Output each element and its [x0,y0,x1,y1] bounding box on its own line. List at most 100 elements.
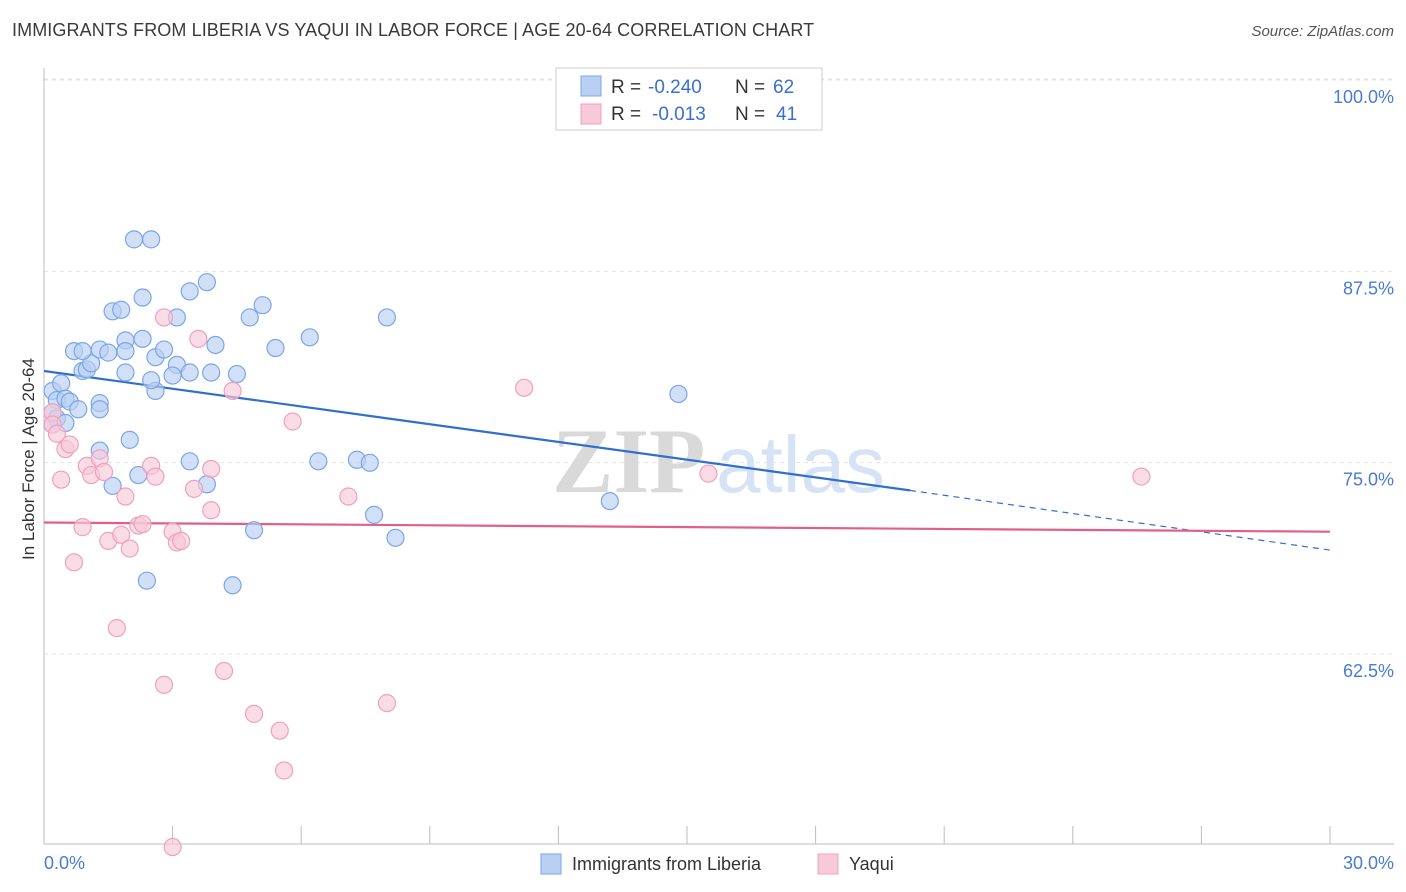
liberia-point-37 [266,338,285,358]
liberia-point-23 [142,371,161,390]
liberia-point-12 [73,341,92,361]
liberia-point-39 [377,308,397,327]
yaqui-point-25 [172,531,191,550]
yaqui-point-33 [270,721,289,740]
liberia-point-48 [180,452,199,471]
yaqui-point-32 [244,704,264,723]
watermark: ZIP atlas [552,410,885,512]
yaqui-point-31 [223,381,242,400]
yaqui-point-27 [189,329,208,348]
trend-line-liberia-extension [909,489,1331,551]
yaqui-point-41 [163,837,182,857]
yaqui-point-5 [60,435,79,454]
yaqui-point-40 [1132,467,1151,486]
trend-line-liberia [43,369,911,492]
liberia-point-42 [180,363,199,382]
yaqui-point-20 [146,467,165,486]
liberia-point-50 [244,521,264,540]
yaqui-point-34 [274,761,294,780]
liberia-point-45 [103,476,122,495]
liberia-point-28 [112,300,131,319]
chart-title: IMMIGRANTS FROM LIBERIA VS YAQUI IN LABO… [12,20,815,40]
legend-top: R = -0.240 N = 62 R = -0.013 N = 41 [555,67,823,131]
liberia-point-43 [202,363,221,382]
yaqui-point-21 [154,675,174,694]
liberia-point-55 [360,453,379,472]
watermark-atlas: atlas [716,420,885,509]
source-label: Source: ZipAtlas.com [1251,23,1394,40]
y-tick-label-0: 100.0% [1333,87,1394,107]
yaqui-point-15 [116,487,135,506]
liberia-point-31 [180,282,199,301]
legend-bottom: Immigrants from Liberia Yaqui [540,853,894,875]
yaqui-point-28 [202,459,221,479]
y-tick-label-3: 62.5% [1343,661,1394,681]
liberia-point-16 [133,329,152,348]
yaqui-point-26 [184,479,204,498]
liberia-point-33 [206,335,225,355]
yaqui-point-18 [133,514,152,534]
liberia-point-32 [197,273,216,292]
legend-r-label-1: R = [611,104,641,125]
yaqui-point-2 [47,424,66,443]
liberia-point-58 [669,384,688,404]
liberia-point-46 [120,430,139,449]
legend-n-label-0: N = [735,77,765,98]
liberia-point-4 [52,374,71,393]
yaqui-point-16 [120,539,139,558]
y-tick-label-2: 75.0% [1343,470,1394,490]
liberia-point-38 [300,328,319,347]
liberia-point-56 [364,505,384,524]
liberia-point-53 [309,452,328,471]
liberia-point-59 [600,491,619,511]
liberia-point-26 [90,400,109,419]
legend-r-value-1: -0.013 [652,104,706,125]
gridlines [44,78,1394,655]
y-axis-title: In Labor Force | Age 20-64 [19,358,38,560]
legend-n-value-1: 41 [776,104,797,125]
legend-bottom-label-liberia: Immigrants from Liberia [572,854,762,874]
yaqui-point-38 [515,378,534,397]
trend-line-yaqui [43,521,1331,533]
yaqui-point-36 [339,487,358,506]
liberia-point-21 [163,366,182,385]
liberia-point-17 [116,341,135,361]
liberia-point-24 [116,363,135,382]
liberia-point-29 [133,288,152,307]
liberia-point-36 [253,296,272,315]
legend-swatch-yaqui [580,103,602,125]
yaqui-point-6 [64,553,84,572]
legend-n-value-0: 62 [773,77,794,98]
series-yaqui-points [43,308,1151,857]
yaqui-point-29 [202,501,221,520]
liberia-point-40 [124,230,144,249]
liberia-point-52 [137,571,156,590]
yaqui-point-3 [52,470,71,489]
legend-bottom-label-yaqui: Yaqui [849,854,894,874]
yaqui-point-22 [154,308,174,327]
yaqui-point-30 [214,661,234,681]
yaqui-point-37 [377,694,397,713]
y-tick-label-1: 87.5% [1343,278,1394,298]
legend-r-label-0: R = [611,77,641,98]
legend-n-label-1: N = [735,104,765,125]
axes [43,68,1394,845]
liberia-point-34 [227,364,246,384]
liberia-point-57 [386,528,405,547]
yaqui-point-13 [107,619,126,638]
liberia-point-19 [154,340,174,359]
legend-bottom-swatch-yaqui [817,853,839,875]
yaqui-point-14 [112,525,131,544]
liberia-point-41 [142,230,161,249]
legend-r-value-0: -0.240 [648,77,702,98]
yaqui-point-7 [73,518,92,537]
x-tick-label-min: 0.0% [44,853,85,873]
yaqui-point-39 [699,464,718,483]
y-tick-labels: 100.0% 87.5% 75.0% 62.5% [1333,87,1394,681]
yaqui-point-35 [283,412,302,431]
watermark-zip: ZIP [552,410,705,512]
liberia-point-51 [223,576,242,595]
legend-swatch-liberia [580,75,602,97]
yaqui-point-11 [94,462,114,482]
